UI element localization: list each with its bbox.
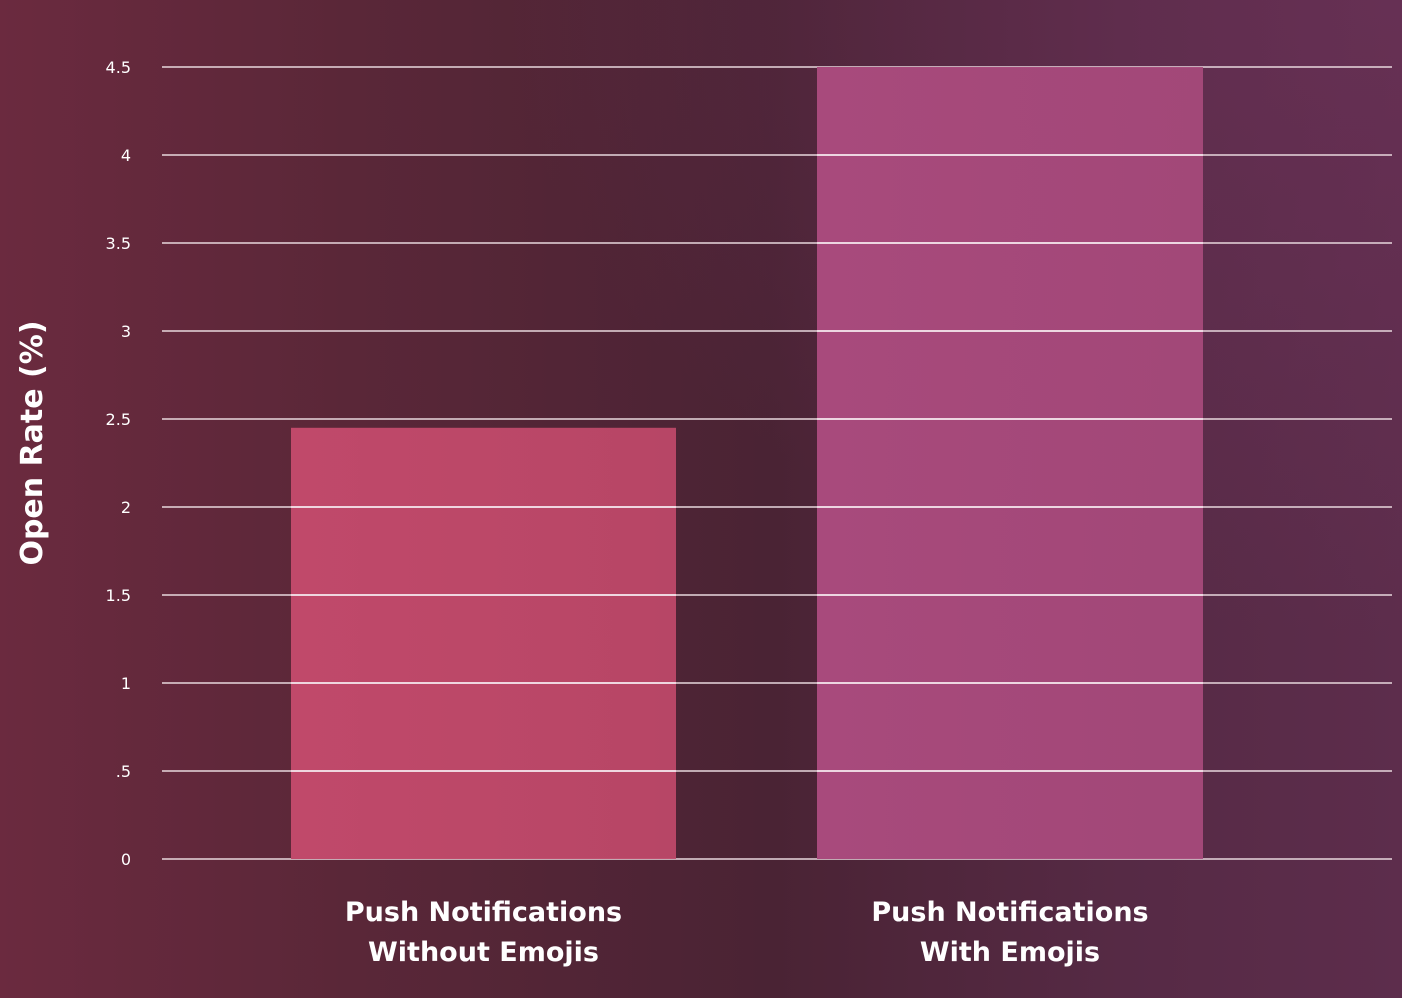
y-tick-label: 0 bbox=[121, 850, 131, 869]
x-category-label: With Emojis bbox=[920, 937, 1100, 968]
x-category-label: Push Notifications bbox=[871, 897, 1148, 928]
y-tick-label: 2.5 bbox=[106, 410, 131, 429]
x-axis-categories: Push Notifications Without Emojis Push Not… bbox=[345, 897, 1149, 968]
bar bbox=[291, 427, 676, 859]
y-tick-label: 3.5 bbox=[106, 234, 131, 253]
x-category-label: Without Emojis bbox=[368, 937, 599, 968]
bar-gridlines bbox=[291, 154, 1203, 772]
bars bbox=[291, 67, 1203, 859]
y-tick-label: 3 bbox=[121, 322, 131, 341]
bar bbox=[817, 67, 1203, 859]
y-tick-label: 1.5 bbox=[106, 586, 131, 605]
y-tick-label: 1 bbox=[121, 674, 131, 693]
y-axis-ticks: 0 .5 1 1.5 2 2.5 3 3.5 4 4.5 bbox=[106, 58, 131, 869]
y-tick-label: 2 bbox=[121, 498, 131, 517]
y-tick-label: 4.5 bbox=[106, 58, 131, 77]
x-category-label: Push Notifications bbox=[345, 897, 622, 928]
y-axis-title: Open Rate (%) bbox=[15, 320, 50, 565]
y-tick-label: 4 bbox=[121, 146, 131, 165]
y-tick-label: .5 bbox=[116, 762, 131, 781]
